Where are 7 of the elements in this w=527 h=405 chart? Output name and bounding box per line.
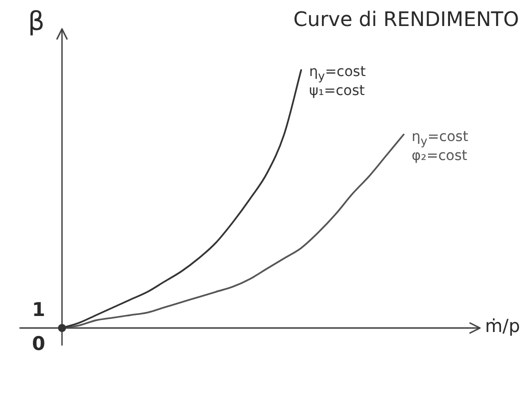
text: 1 xyxy=(32,299,46,322)
y-axis-title: β xyxy=(28,7,45,38)
text: 0 xyxy=(32,333,46,356)
series-label: η$_{y}$=cost φ₂=cost xyxy=(412,128,468,164)
x-axis-title: ṁ/p xyxy=(485,316,520,338)
chart-title: Curve di RENDIMENTO xyxy=(293,7,519,31)
series-label: η$_{y}$=cost ψ₁=cost xyxy=(309,64,366,100)
